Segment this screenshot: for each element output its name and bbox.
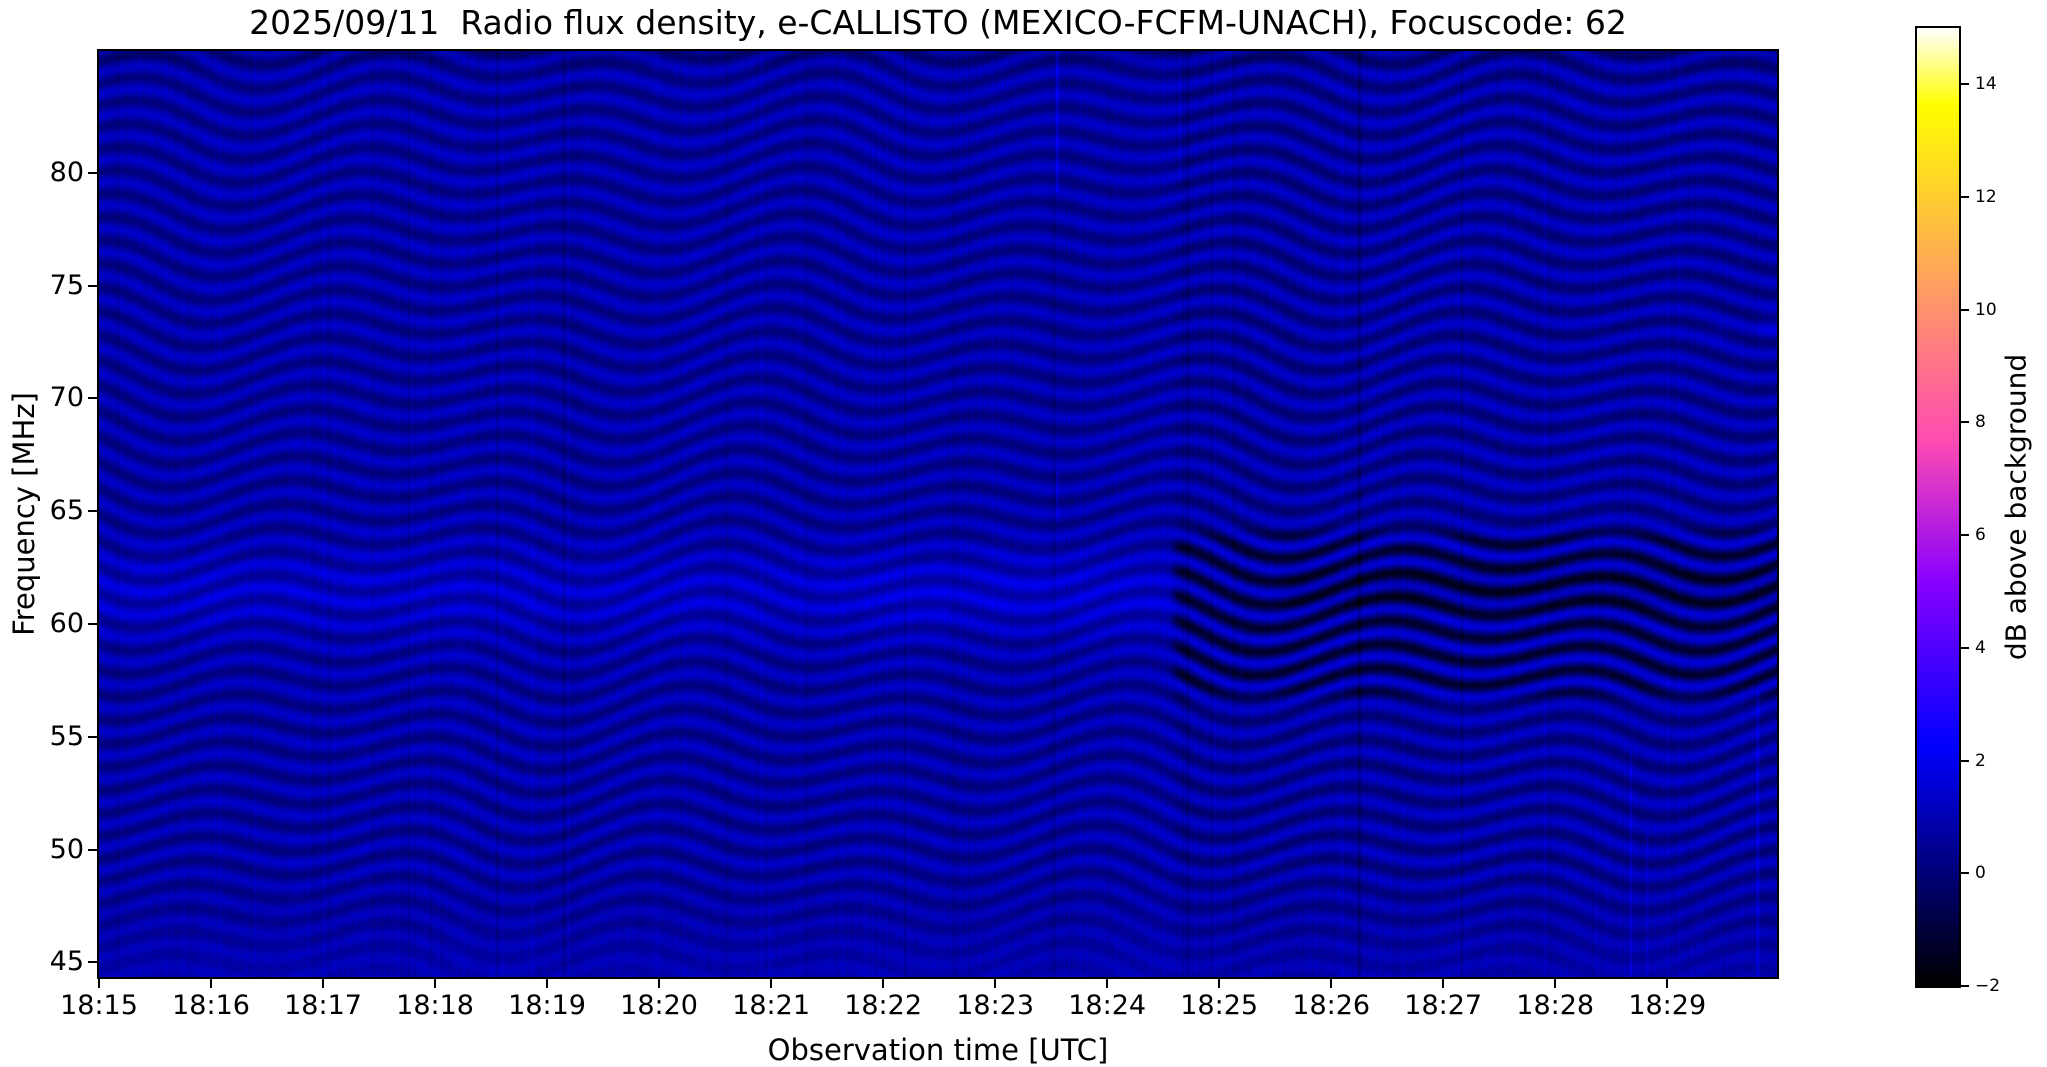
x-tick-mark bbox=[322, 979, 325, 988]
x-axis-label: Observation time [UTC] bbox=[767, 1033, 1109, 1067]
colorbar-label: dB above background bbox=[1999, 353, 2033, 661]
x-tick-label: 18:17 bbox=[284, 990, 362, 1021]
colorbar-tick-label: 0 bbox=[1975, 863, 1986, 884]
y-axis-label: Frequency [MHz] bbox=[7, 392, 41, 636]
colorbar-tick-mark bbox=[1961, 196, 1969, 199]
x-tick-mark bbox=[1218, 979, 1221, 988]
colorbar-tick-label: 2 bbox=[1975, 750, 1986, 771]
plot-area bbox=[97, 49, 1779, 979]
x-tick-label: 18:24 bbox=[1068, 990, 1147, 1021]
colorbar-tick-mark bbox=[1961, 646, 1969, 649]
x-tick-label: 18:20 bbox=[620, 990, 698, 1021]
x-tick-mark bbox=[1330, 979, 1333, 988]
y-tick-mark bbox=[88, 848, 97, 851]
x-tick-mark bbox=[1554, 979, 1557, 988]
chart-title: 2025/09/11 Radio flux density, e-CALLIST… bbox=[249, 3, 1627, 42]
colorbar-tick-mark bbox=[1961, 421, 1969, 424]
x-tick-mark bbox=[882, 979, 885, 988]
colorbar-tick-mark bbox=[1961, 985, 1969, 987]
y-tick-label: 45 bbox=[49, 946, 84, 978]
x-tick-label: 18:19 bbox=[508, 990, 586, 1021]
y-tick-label: 50 bbox=[49, 833, 84, 865]
x-tick-label: 18:28 bbox=[1516, 990, 1595, 1021]
y-tick-label: 75 bbox=[49, 269, 84, 301]
x-tick-label: 18:27 bbox=[1404, 990, 1483, 1021]
x-tick-mark bbox=[770, 979, 773, 988]
x-tick-label: 18:29 bbox=[1628, 990, 1707, 1021]
y-tick-mark bbox=[88, 284, 97, 287]
y-tick-label: 55 bbox=[49, 720, 84, 752]
colorbar-tick-mark bbox=[1961, 83, 1969, 86]
colorbar-tick-mark bbox=[1961, 759, 1969, 762]
x-tick-label: 18:16 bbox=[172, 990, 250, 1021]
x-tick-label: 18:21 bbox=[732, 990, 810, 1021]
x-tick-mark bbox=[1442, 979, 1445, 988]
y-tick-mark bbox=[88, 735, 97, 738]
y-tick-mark bbox=[88, 510, 97, 513]
x-tick-label: 18:26 bbox=[1292, 990, 1371, 1021]
y-tick-label: 80 bbox=[49, 156, 84, 188]
x-tick-label: 18:25 bbox=[1180, 990, 1259, 1021]
y-tick-label: 70 bbox=[49, 382, 84, 414]
colorbar-tick-label: 8 bbox=[1975, 412, 1986, 433]
y-tick-mark bbox=[88, 171, 97, 174]
x-tick-mark bbox=[1106, 979, 1109, 988]
colorbar-tick-label: 6 bbox=[1975, 525, 1986, 546]
y-tick-mark bbox=[88, 622, 97, 625]
x-tick-mark bbox=[210, 979, 213, 988]
x-tick-mark bbox=[1666, 979, 1669, 988]
colorbar-tick-label: 10 bbox=[1975, 299, 1997, 320]
x-tick-label: 18:22 bbox=[844, 990, 923, 1021]
colorbar-tick-mark bbox=[1961, 308, 1969, 311]
y-tick-mark bbox=[88, 961, 97, 964]
x-tick-mark bbox=[658, 979, 661, 988]
y-tick-label: 60 bbox=[49, 607, 84, 639]
colorbar-tick-label: 4 bbox=[1975, 637, 1986, 658]
colorbar-tick-mark bbox=[1961, 534, 1969, 537]
y-tick-mark bbox=[88, 397, 97, 400]
colorbar bbox=[1915, 26, 1961, 988]
x-tick-mark bbox=[98, 979, 100, 988]
x-tick-mark bbox=[994, 979, 997, 988]
x-tick-mark bbox=[434, 979, 437, 988]
colorbar-tick-label: 14 bbox=[1975, 74, 1997, 95]
colorbar-tick-label: 12 bbox=[1975, 187, 1997, 208]
x-tick-label: 18:18 bbox=[396, 990, 474, 1021]
x-tick-label: 18:23 bbox=[956, 990, 1035, 1021]
x-tick-mark bbox=[546, 979, 549, 988]
colorbar-tick-label: −2 bbox=[1975, 976, 2001, 996]
y-tick-label: 65 bbox=[49, 495, 84, 527]
x-tick-label: 18:15 bbox=[60, 990, 138, 1021]
colorbar-tick-mark bbox=[1961, 872, 1969, 875]
spectrogram-canvas bbox=[99, 51, 1777, 977]
colorbar-canvas bbox=[1917, 28, 1959, 986]
